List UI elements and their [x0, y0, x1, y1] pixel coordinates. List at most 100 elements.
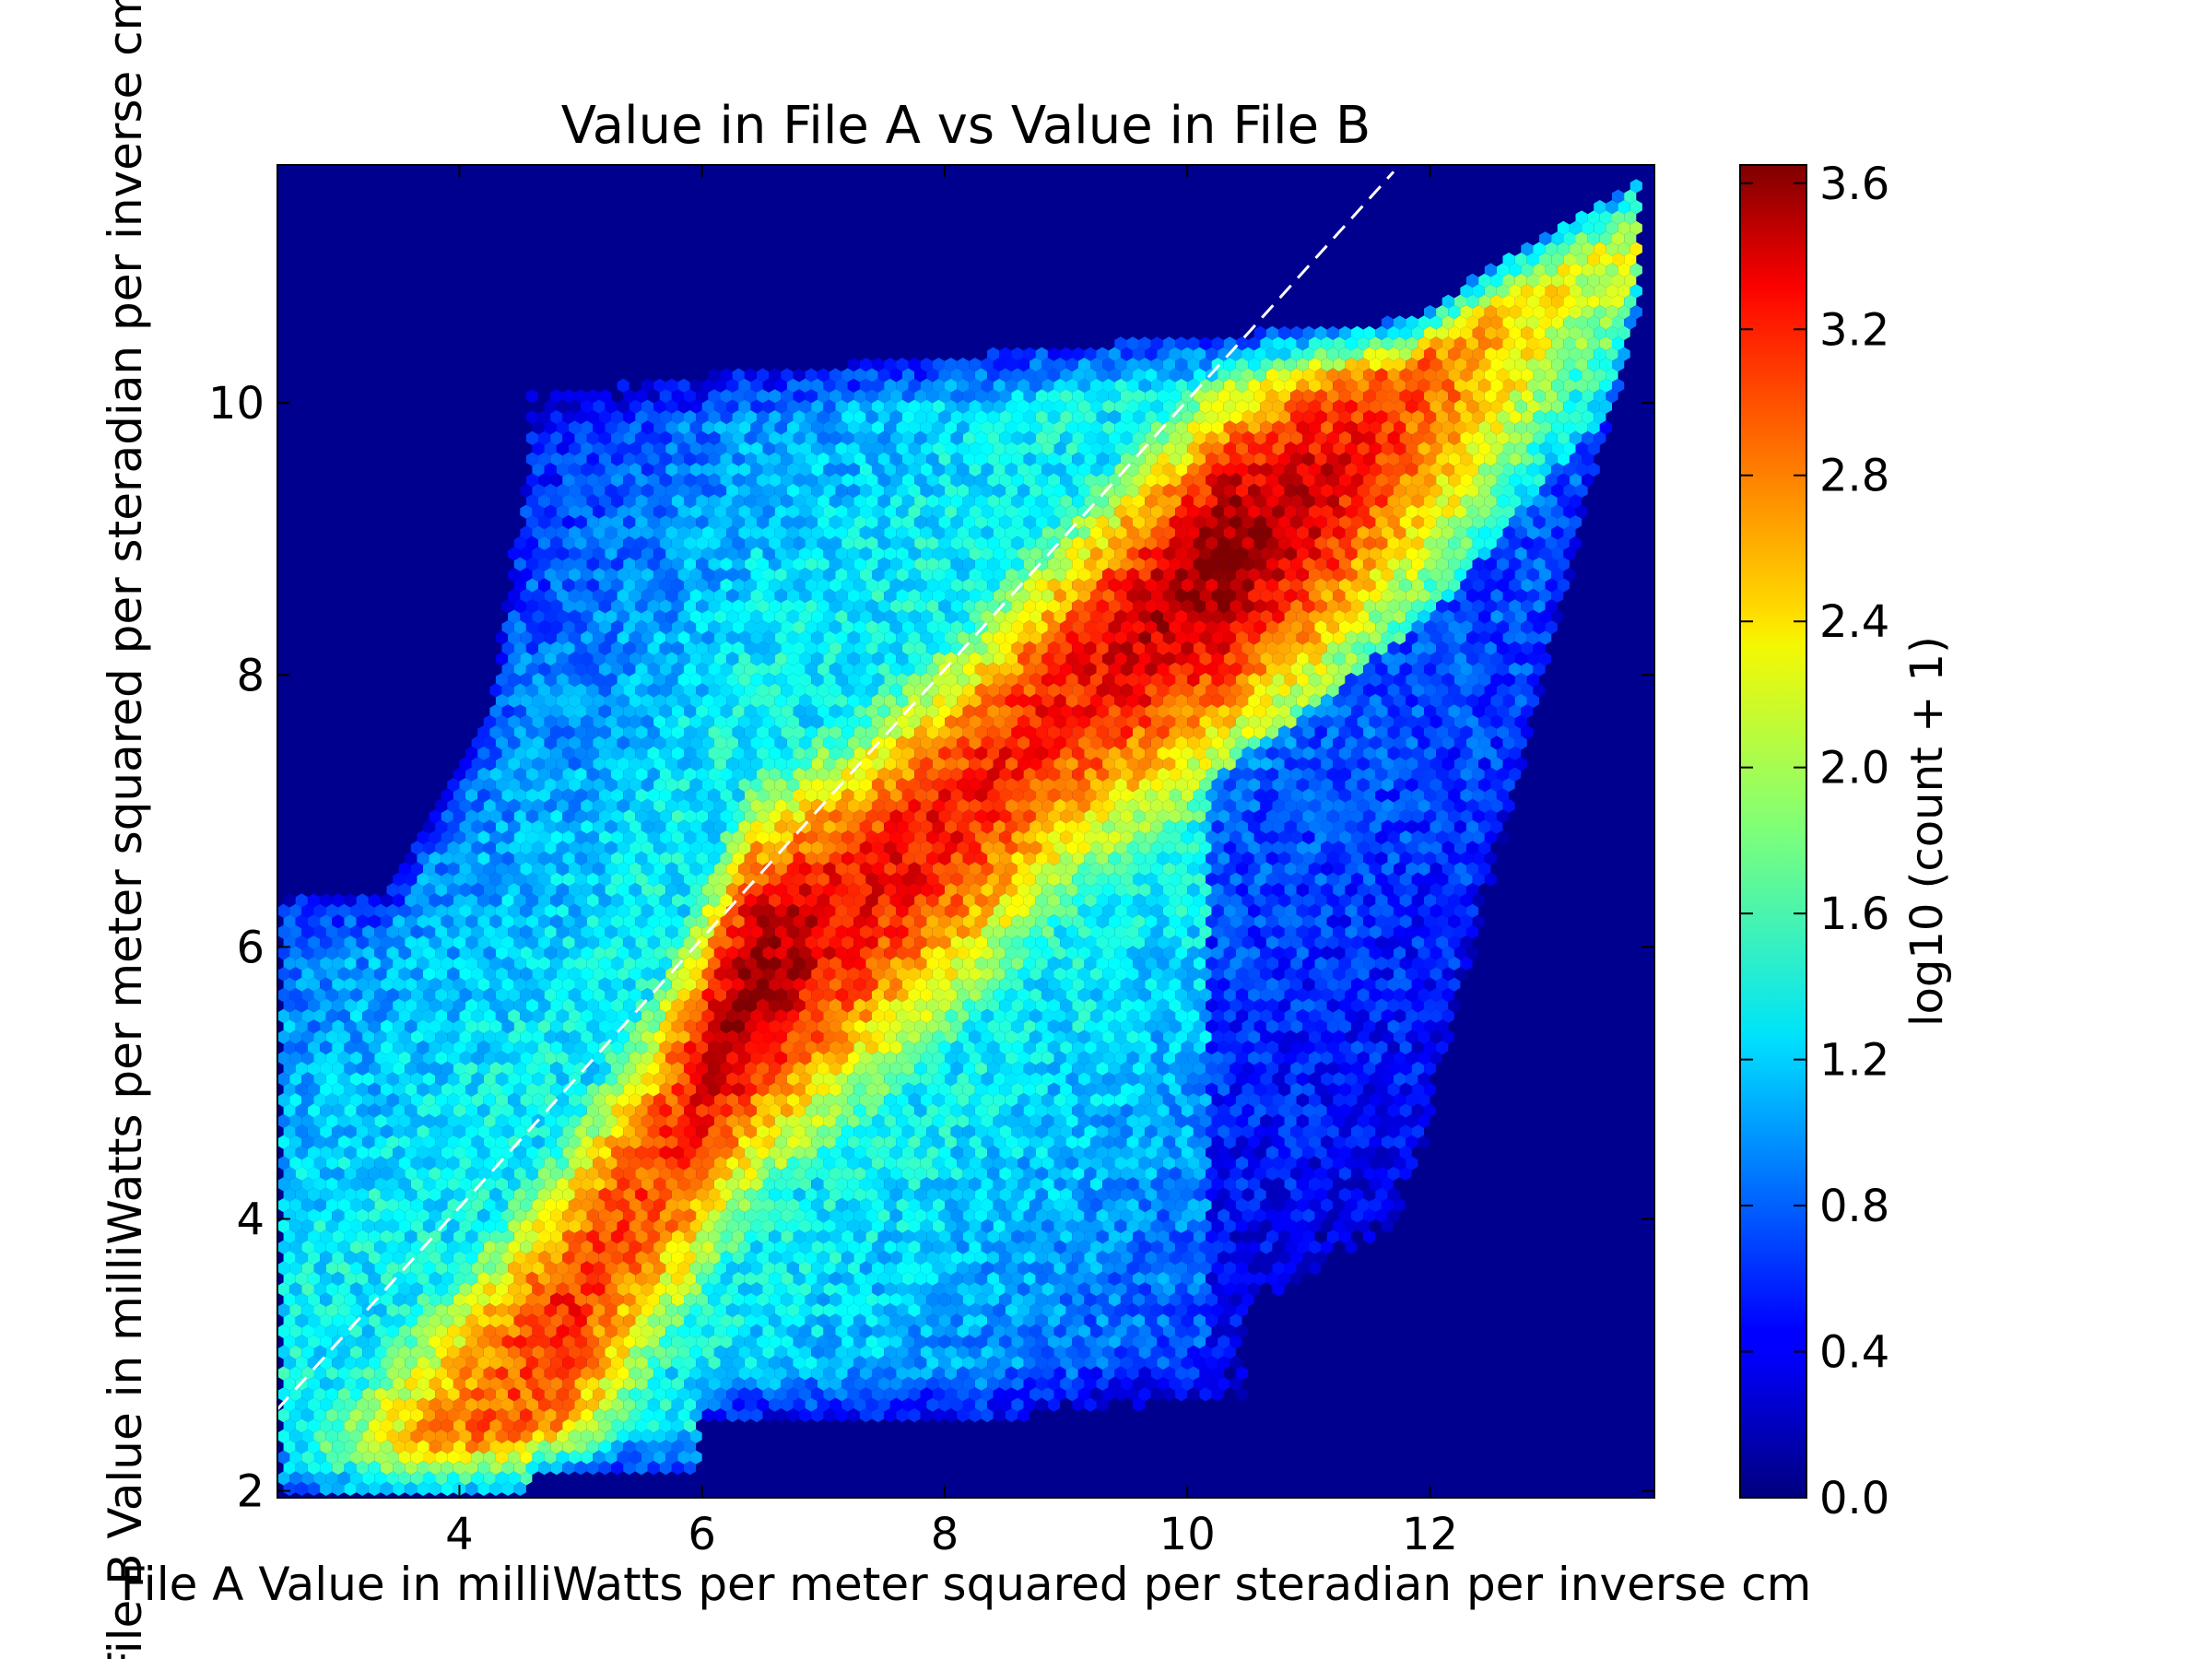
hexbin-cell: [926, 368, 939, 382]
hexbin-cell: [1206, 452, 1218, 466]
hexbin-cell: [1539, 441, 1552, 456]
hexbin-cell: [677, 420, 690, 435]
hexbin-cell: [1369, 420, 1382, 435]
hexbin-cell: [696, 430, 709, 445]
hexbin-cell: [1338, 410, 1351, 425]
hexbin-cell: [1466, 441, 1479, 456]
hexbin-cell: [1453, 399, 1466, 414]
hexbin-cell: [877, 430, 890, 445]
hexbin-cell: [1594, 347, 1606, 361]
hexbin-cell: [1490, 420, 1503, 435]
hexbin-cell: [1441, 420, 1454, 435]
hexbin-cell: [1453, 358, 1466, 372]
hexbin-cell: [987, 410, 1000, 425]
hexbin-cell: [1230, 389, 1242, 404]
hexbin-cell: [1138, 336, 1151, 351]
hexbin-cell: [1575, 253, 1588, 267]
hexbin-cell: [1169, 430, 1182, 445]
hexbin-cell: [1624, 253, 1637, 267]
hexbin-cell: [1041, 463, 1054, 477]
hexbin-cell: [1235, 336, 1249, 351]
hexbin-cell: [1133, 347, 1146, 361]
hexbin-cell: [1411, 347, 1424, 361]
hexbin-cell: [1199, 420, 1212, 435]
hexbin-cell: [859, 463, 872, 477]
hexbin-cell: [1490, 273, 1503, 288]
hexbin-cell: [1290, 473, 1303, 488]
hexbin-cell: [1630, 200, 1642, 215]
hexbin-cell: [623, 389, 636, 404]
hexbin-cell: [701, 399, 714, 414]
hexbin-cell: [689, 399, 702, 414]
hexbin-cell: [1338, 325, 1351, 340]
hexbin-cell: [1533, 263, 1546, 277]
hexbin-cell: [1126, 441, 1139, 456]
hexbin-cell: [1411, 430, 1424, 445]
hexbin-cell: [1321, 463, 1334, 477]
hexbin-cell: [865, 389, 878, 404]
hexbin-cell: [1582, 473, 1594, 488]
hexbin-cell: [1169, 452, 1182, 466]
hexbin-cell: [1521, 410, 1534, 425]
hexbin-cell: [1569, 452, 1583, 466]
hexbin-cell: [713, 483, 727, 498]
hexbin-cell: [847, 463, 860, 477]
hexbin-cell: [781, 368, 794, 382]
hexbin-cell: [1150, 399, 1163, 414]
hexbin-cell: [1430, 336, 1442, 351]
hexbin-cell: [1290, 368, 1303, 382]
hexbin-cell: [623, 410, 636, 425]
hexbin-cell: [1418, 399, 1430, 414]
hexbin-cell: [1545, 305, 1558, 320]
hexbin-cell: [945, 463, 958, 477]
hexbin-cell: [520, 483, 533, 498]
hexbin-cell: [1448, 473, 1461, 488]
hexbin-cell: [1162, 463, 1176, 477]
hexbin-cell: [920, 378, 933, 393]
hexbin-cell: [665, 420, 678, 435]
hexbin-cell: [1333, 336, 1346, 351]
hexbin-cell: [762, 399, 775, 414]
hexbin-cell: [1023, 368, 1036, 382]
hexbin-cell: [1466, 315, 1479, 330]
hexbin-cell: [1223, 378, 1236, 393]
hexbin-cell: [732, 389, 745, 404]
hexbin-cell: [1218, 473, 1230, 488]
hexbin-cell: [1606, 200, 1618, 215]
hexbin-cell: [1065, 378, 1078, 393]
hexbin-cell: [1526, 358, 1539, 372]
hexbin-cell: [1235, 399, 1249, 414]
hexbin-cell: [1582, 284, 1594, 299]
hexbin-cell: [1575, 294, 1588, 309]
hexbin-cell: [1084, 347, 1097, 361]
hexbin-cell: [981, 463, 994, 477]
hexbin-cell: [1478, 441, 1491, 456]
hexbin-cell: [1314, 410, 1327, 425]
hexbin-cell: [829, 452, 842, 466]
hexbin-cell: [1072, 347, 1085, 361]
hexbin-cell: [1351, 410, 1364, 425]
hexbin-cell: [1260, 441, 1273, 456]
hexbin-cell: [1502, 420, 1515, 435]
hexbin-cell: [598, 473, 611, 488]
hexbin-cell: [1509, 473, 1522, 488]
hexbin-cell: [1181, 347, 1194, 361]
hexbin-cell: [1114, 399, 1127, 414]
hexbin-cell: [1169, 347, 1182, 361]
hexbin-cell: [1120, 410, 1133, 425]
hexbin-cell: [889, 410, 902, 425]
hexbin-cell: [1624, 189, 1637, 204]
hexbin-cell: [744, 473, 757, 488]
hexbin-cell: [987, 347, 1000, 361]
hexbin-cell: [1533, 430, 1546, 445]
hexbin-cell: [1411, 325, 1424, 340]
hexbin-cell: [847, 399, 860, 414]
hexbin-cell: [1582, 347, 1594, 361]
hexbin-cell: [744, 368, 757, 382]
hexbin-cell: [1218, 368, 1230, 382]
hexbin-cell: [1618, 284, 1630, 299]
hexbin-cell: [701, 441, 714, 456]
hexbin-cell: [1363, 473, 1376, 488]
hexbin-cell: [1441, 463, 1454, 477]
hexbin-cell: [1265, 368, 1278, 382]
